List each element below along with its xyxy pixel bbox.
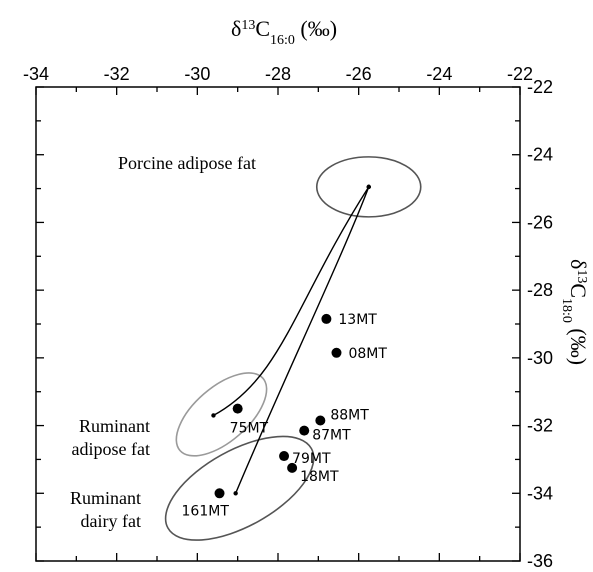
- x-tick-label: -30: [184, 64, 210, 84]
- end-member-dot: [211, 413, 216, 418]
- x-tick-label: -26: [346, 64, 372, 84]
- x-tick-label: -28: [265, 64, 291, 84]
- y-tick-label: -36: [527, 551, 553, 571]
- point-label: 75MT: [230, 421, 269, 437]
- x-axis-title-unit: (‰): [295, 16, 337, 41]
- y-axis-title-sub: 18:0: [560, 298, 575, 323]
- y-tick-label: -24: [527, 145, 553, 165]
- x-tick-label: -22: [507, 64, 533, 84]
- sample-point: [315, 415, 326, 426]
- end-member-dot: [233, 491, 238, 496]
- y-tick-label: -28: [527, 280, 553, 300]
- sample-point: [299, 425, 310, 436]
- region-label: Ruminant: [79, 416, 150, 436]
- region-label: adipose fat: [72, 439, 150, 459]
- x-axis-title-sup: 13: [241, 18, 255, 33]
- y-tick-label: -22: [527, 77, 553, 97]
- y-axis-title-sup: 13: [575, 269, 590, 283]
- ticks-layer: -34 -32 -30 -28 -26 -24 -22-22 -24 -26 -28 -30 -32 -…: [23, 64, 553, 571]
- point-label: 13MT: [338, 312, 377, 328]
- y-axis-title-main: C: [566, 283, 591, 298]
- y-tick-label: -26: [527, 212, 553, 232]
- region-ellipse: [164, 435, 315, 541]
- y-axis-title-unit: (‰): [566, 323, 591, 365]
- y-axis-title-base: δ: [566, 259, 591, 269]
- mixing-line: [235, 186, 370, 494]
- x-axis-title-main: C: [255, 16, 270, 41]
- sample-point: [214, 488, 225, 499]
- point-label: 87MT: [312, 428, 351, 444]
- y-tick-label: -34: [527, 483, 553, 503]
- x-axis-title-base: δ: [231, 16, 241, 41]
- point-label: 88MT: [330, 407, 369, 423]
- y-tick-label: -32: [527, 416, 553, 436]
- region-ellipse: [175, 372, 268, 457]
- region-ellipse: [315, 156, 422, 218]
- sample-point: [287, 462, 298, 473]
- x-tick-label: -32: [104, 64, 130, 84]
- regions-layer: [164, 156, 422, 541]
- mixing-line: [213, 186, 370, 417]
- region-label: dairy fat: [81, 511, 141, 531]
- point-label: 79MT: [292, 451, 331, 467]
- sample-point: [279, 451, 290, 462]
- x-axis-title-sub: 16:0: [270, 33, 295, 48]
- points-layer: 13MT 08MT 88MT 87MT 79MT 18MT 75MT 161MT: [182, 312, 388, 519]
- mixing-lines-layer: [211, 184, 371, 496]
- point-label: 161MT: [182, 503, 230, 519]
- sample-point: [331, 347, 342, 358]
- region-label: Porcine adipose fat: [118, 153, 256, 173]
- point-label: 08MT: [348, 346, 387, 362]
- y-axis-title: δ13C18:0 (‰): [560, 259, 592, 365]
- point-label: 18MT: [300, 469, 339, 485]
- region-label: Ruminant: [70, 488, 141, 508]
- sample-point: [321, 313, 332, 324]
- y-tick-label: -30: [527, 348, 553, 368]
- region-labels-layer: Porcine adipose fat Ruminant adipose fat Ru…: [70, 153, 256, 531]
- x-tick-label: -34: [23, 64, 49, 84]
- x-axis-title: δ13C16:0 (‰): [231, 16, 337, 48]
- end-member-dot: [366, 184, 371, 190]
- sample-point: [232, 403, 243, 414]
- x-tick-label: -24: [426, 64, 452, 84]
